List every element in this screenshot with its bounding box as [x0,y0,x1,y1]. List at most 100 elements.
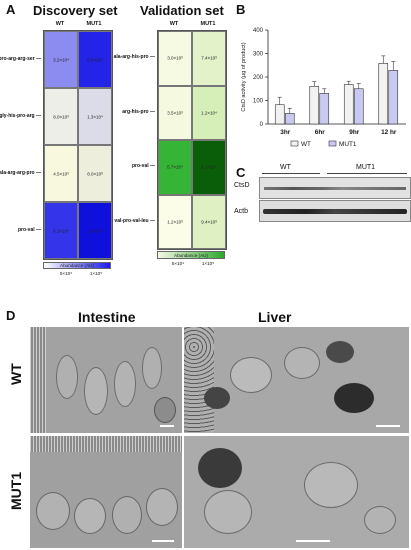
bar-wt [378,63,389,125]
em-liver-wt [184,327,409,433]
discovery-cell: 3.2×10⁴ [44,31,78,88]
y-tick-label: 200 [253,75,264,81]
discovery-cell: 6.1×10⁴ [44,202,78,259]
validation-heatmap: 3.0×10³ 7.4×10³ 3.5×10³ 1.2×10⁴ 5.7×10⁴ 1.1×1… [157,30,227,250]
x-tick-label: 9hr [349,129,359,136]
validation-cell-value: 7.4×10³ [201,55,217,61]
validation-cell: 1.2×10⁴ [192,85,226,140]
discovery-cell: 8.0×10³ [44,88,78,145]
y-tick-label: 400 [253,28,264,34]
actb-band [263,209,407,214]
validation-col-mut1: MUT1 [200,21,216,27]
blot-row-ctsd: CtsD [234,182,250,189]
vesicle [154,397,176,423]
panel-letter-d: D [6,308,16,323]
discovery-cell-value: 1.1×10⁵ [87,228,103,233]
discovery-cell: 1.3×10⁴ [78,88,112,145]
validation-col-wt: WT [169,21,179,27]
nucleus [112,496,142,534]
y-tick-label: 300 [253,52,264,58]
validation-cell: 7.4×10³ [192,31,226,86]
discovery-cell-value: 4.5×10³ [53,171,69,176]
discovery-row-label: pro-val — [17,226,41,233]
discovery-cell-value: 3.2×10⁴ [53,57,69,62]
em-col-liver: Liver [258,309,292,325]
discovery-row-label: ala-arg-arg-pro — [0,169,41,176]
validation-cell: 1.2×10³ [158,194,192,249]
validation-cell: 1.1×10⁵ [192,140,226,195]
legend-label-wt: WT [301,141,311,148]
blot-row-actb: Actb [234,208,249,215]
validation-row-label: pro-val — [131,163,155,170]
validation-cell: 3.0×10³ [158,31,192,86]
scale-bar [160,425,174,427]
validation-cell: 3.5×10³ [158,85,192,140]
lipid-droplet [230,357,272,393]
mitochondrion [304,462,358,508]
validation-row-label: arg-his-pro — [122,108,155,115]
legend-swatch-mut1 [328,140,337,147]
validation-set-title: Validation set [140,3,224,18]
validation-legend-bar [157,251,225,259]
nucleus [142,347,162,389]
validation-cell-value: 1.1×10⁵ [201,164,217,170]
discovery-col-mut1: MUT1 [86,21,102,27]
bar-mut1 [388,70,399,125]
bar-wt [343,84,354,125]
y-axis-label: CtsD activity (µg of product) [241,42,247,111]
discovery-cell: 6.9×10⁴ [78,31,112,88]
y-tick-label: 100 [253,99,264,105]
ctsd-activity-chart: 0 100 200 300 400 CtsD activity (µg of produc… [241,28,406,148]
nucleus [84,367,108,415]
validation-cell-value: 1.2×10⁴ [201,110,217,116]
validation-cell-value: 1.2×10³ [167,219,183,225]
actb-blot-strip [259,200,411,222]
nucleus [74,498,106,534]
discovery-set-title: Discovery set [33,3,118,18]
discovery-cell-value: 1.3×10⁴ [87,114,103,119]
nucleus [146,488,178,526]
nucleus [36,492,70,530]
x-tick-label: 3hr [280,129,290,136]
nucleus [56,355,78,399]
em-liver-mut1 [184,436,409,548]
bar-mut1 [319,93,330,125]
blot-group-mut1: MUT1 [356,164,376,171]
scale-bar [376,425,400,427]
discovery-legend-tick-2: 1×10⁵ [89,271,103,276]
discovery-row-label: gly-his-pro-arg — [0,112,41,119]
bar-wt [274,104,285,125]
em-row-wt: WT [8,363,24,385]
discovery-legend-title: Abundance (AU) [60,263,94,268]
discovery-cell-value: 8.0×10³ [87,171,103,176]
discovery-cell-value: 6.1×10⁴ [53,228,69,233]
validation-row-label: val-pro-val-leu — [114,217,155,224]
em-intestine-mut1 [30,436,182,548]
discovery-legend-bar [43,262,111,269]
mitochondrion [204,490,252,534]
validation-legend-tick-2: 1×10⁵ [201,261,215,266]
bar-mut1 [284,113,295,125]
bar-mut1 [353,88,364,125]
validation-row-label: ala-arg-his-pro — [113,54,155,61]
legend-label-mut1: MUT1 [339,141,357,148]
panel-letter-c: C [236,165,246,180]
blot-group-line-mut1 [327,173,407,174]
discovery-legend-tick-1: 5×10⁴ [59,271,73,276]
scale-bar [152,540,174,542]
ctsd-band [264,187,406,190]
validation-cell-value: 3.0×10³ [167,55,183,61]
discovery-cell-value: 6.9×10⁴ [87,57,103,62]
bar-wt [309,86,320,125]
validation-legend-tick-1: 5×10⁴ [171,261,185,266]
mitochondrion [284,347,320,379]
dense-body [204,387,230,409]
discovery-cell-value: 8.0×10³ [53,114,69,119]
em-intestine-wt [30,327,182,433]
validation-cell-value: 5.7×10⁴ [167,164,183,170]
discovery-cell: 8.0×10³ [78,145,112,202]
discovery-heatmap: 3.2×10⁴ 6.9×10⁴ 8.0×10³ 1.3×10⁴ 4.5×10³ 8.0×1… [43,30,113,260]
em-col-intestine: Intestine [78,309,136,325]
ctsd-blot-strip [259,177,411,199]
em-row-mut1: MUT1 [8,471,24,510]
